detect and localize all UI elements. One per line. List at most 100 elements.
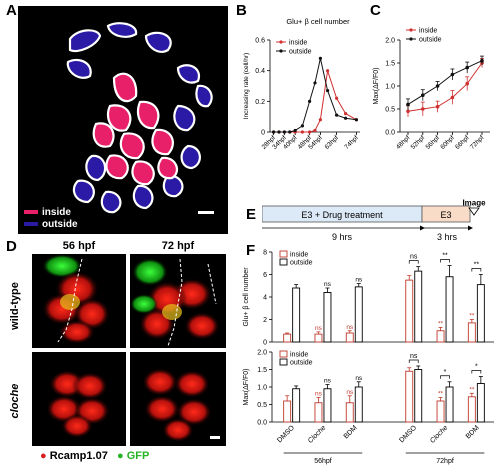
chart-f-top-bracket-label: ns [410,254,418,261]
chart-f-bottom-legend-label-inside: inside [290,352,308,359]
chart-f-top-bar-outside [354,286,363,343]
chart-b-series-line-outside [273,58,357,133]
legend-bullet-gfp: ● [116,450,124,462]
chart-f-top-annotation: ns [315,325,323,332]
chart-b-point-outside [288,130,292,134]
chart-f-bottom-bracket [408,359,419,363]
chart-b-point-outside [277,130,281,134]
chart-c-point-outside [480,58,484,63]
chart-c-point-outside [435,84,440,88]
chart-f-top-annotation: ** [469,313,475,320]
chart-c-ytick-label: 2.0 [385,38,395,45]
chart-b-xtick-label: 74hpf [343,134,360,151]
chart-b-point-outside [344,116,348,120]
panel-a-islet-image [18,6,228,234]
legend-item-outside: outside [24,218,78,230]
chart-f-bottom-ytick-label: 0.5 [257,402,267,409]
micro-cloche-56hpf [32,352,126,446]
chart-f-group-label-72hpf: 72hpf [436,458,454,465]
row-header-cloche: cloche [9,383,21,419]
micro-wt-72hpf [130,254,226,348]
chart-c-ytick-label: 1.5 [385,61,395,68]
chart-b-legend-marker-inside [279,40,283,44]
chart-f-bottom-bar-inside [405,370,414,423]
chart-f-top-ytick-label: 2 [263,317,267,324]
chart-f-top-bar-inside [405,279,414,343]
chart-f-top-legend-label-inside: inside [290,252,308,259]
chart-f-bottom-annotation: ns [315,391,323,398]
chart-c-legend-marker-outside [409,37,413,41]
chart-b-point-inside [326,69,330,73]
chart-f-bottom-legend-swatch-outside [279,358,288,366]
chart-f-bottom-ytick-label: 0.0 [257,420,267,427]
panel-label-a: A [6,2,17,19]
timeline-box-drug-label: E3 + Drug treatment [301,210,383,220]
chart-b-point-inside [335,96,339,100]
chart-f-top-annotation: ns [355,277,363,284]
chart-f-xtick-label: Cloche [429,424,449,444]
chart-f-bottom-annotation: ** [469,386,475,393]
chart-f-top-bar-outside [445,276,454,343]
chart-f-top-ytick-label: 4 [263,295,267,302]
timeline-box-e3-label: E3 [440,210,451,220]
chart-f-xtick-label: DMSO [276,424,296,444]
legend-swatch-inside [24,210,38,214]
chart-c-xtick-label: 72hpf [469,134,486,151]
chart-f-bottom-bar-outside [354,386,363,423]
chart-b-ytick-label: 0.6 [255,38,265,45]
chart-f-top-annotation: ns [346,324,354,331]
chart-b-ytick-label: 0.2 [255,99,265,106]
chart-c-series-line-inside [407,62,483,112]
chart-f-xtick-label: DMSO [398,424,418,444]
chart-b-point-outside [300,124,304,128]
chart-c-point-inside [435,104,440,109]
chart-b-ytick-label: 0.4 [255,68,265,75]
duration-3hrs: 3 hrs [437,232,458,242]
col-header-56hpf: 56 hpf [62,240,96,252]
chart-f-top-ytick-label: 6 [263,272,267,279]
legend-label-rcamp: Rcamp1.07 [49,450,108,462]
chart-f-top-legend-swatch-outside [279,258,288,266]
chart-b-point-outside [272,130,276,134]
chart-f-top-legend-label-outside: outside [290,260,313,267]
panel-label-e: E [246,206,257,223]
chart-f-top-bar-outside [476,284,485,343]
chart-f-bottom-bracket-label: * [475,364,478,371]
chart-f-bottom-bar-outside [445,386,454,423]
chart-c-point-inside [450,95,455,100]
chart-c-ytick-label: 0.0 [385,130,395,137]
chart-c-point-inside [406,109,410,114]
chart-f-xtick-label: BDM [465,424,481,440]
chart-f-bottom-annotation: ns [355,375,363,382]
image-label: Image [462,199,486,208]
chart-b-point-inside [313,128,317,133]
chart-f-bottom-legend-label-outside: outside [290,360,313,367]
chart-f-top-annotation: ** [438,320,444,327]
chart-f-bottom-bracket-label: * [444,369,447,376]
chart-c-series-line-outside [407,60,483,105]
legend-bullet-rcamp: ● [40,450,47,462]
chart-b-legend-label-outside: outside [289,49,312,56]
chart-f-top-ytick-label: 8 [263,250,267,257]
chart-c-xtick-label: 56hpf [425,134,442,151]
chart-c-xtick-label: 60hpf [439,134,456,151]
chart-f-bottom-ytick-label: 1.5 [257,367,267,374]
chart-c-ytick-label: 1.0 [385,84,395,91]
chart-f-bottom-annotation: ns [346,389,354,396]
image-marker-icon [468,207,480,216]
chart-c-max-dff0: 0.0 0.5 1.0 1.5 2.0 Max(ΔF/F0) 48hpf52hpf56hpf… [373,28,490,151]
chart-f-group-label-56hpf: 56hpf [314,458,332,465]
chart-f-bottom-bar-outside [323,388,332,423]
chart-c-legend-label-outside: outside [419,37,442,44]
chart-f-bottom-bar-inside [345,402,354,423]
chart-c-ytick-label: 0.5 [385,107,395,114]
chart-f-top-bar-inside [436,330,445,343]
chart-f-bottom-ylabel: Max(ΔF/F0) [243,369,250,406]
chart-b-point-inside [300,130,304,134]
chart-f-bottom-bar-inside [283,400,292,423]
chart-f-bottom-bar-inside [467,396,476,423]
chart-f-bottom-legend-swatch-inside [279,350,288,358]
chart-c-xtick-label: 52hpf [410,134,427,151]
chart-b-point-inside [308,130,312,134]
chart-b-point-outside [293,128,297,133]
